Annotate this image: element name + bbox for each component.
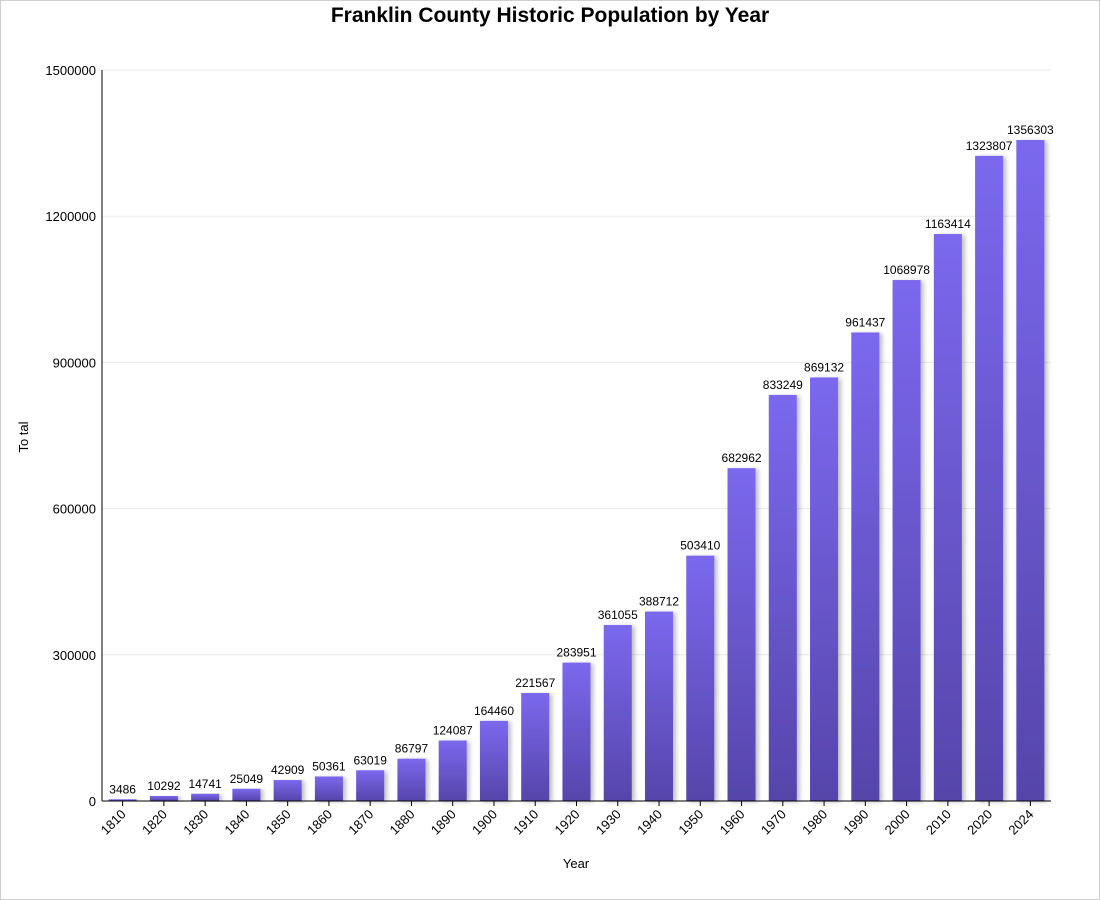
data-label: 14741	[188, 777, 222, 791]
data-label: 124087	[433, 724, 473, 738]
bar-1870	[356, 770, 385, 801]
x-tick-label: 1920	[552, 807, 583, 838]
x-tick-label: 1970	[758, 807, 789, 838]
x-tick-label: 2020	[964, 807, 995, 838]
x-tick-label: 1980	[799, 807, 830, 838]
data-label: 164460	[474, 704, 514, 718]
x-tick-label: 2024	[1005, 807, 1036, 838]
x-tick-label: 1960	[717, 807, 748, 838]
x-tick-label: 1860	[304, 807, 335, 838]
data-label: 833249	[763, 378, 803, 392]
x-tick-label: 1890	[428, 807, 459, 838]
bar-1840	[232, 788, 261, 801]
bars	[108, 140, 1045, 802]
x-tick-label: 1820	[139, 807, 170, 838]
data-label: 63019	[354, 753, 388, 767]
bar-1890	[438, 740, 467, 801]
data-label: 50361	[312, 759, 346, 773]
x-tick-label: 1880	[387, 807, 418, 838]
data-label: 1163414	[925, 217, 971, 231]
data-label: 1068978	[883, 263, 930, 277]
bar-1960	[727, 468, 756, 801]
data-labels: 3486 10292 14741 25049 42909 50361 63019 86797 1…	[109, 123, 1054, 796]
bar-1940	[644, 611, 674, 801]
data-label: 3486	[109, 782, 136, 796]
x-axis-title: Year	[563, 856, 590, 871]
x-tick-label: 1940	[634, 807, 665, 838]
x-tick-label: 2000	[882, 807, 913, 838]
data-label: 42909	[271, 763, 305, 777]
data-label: 682962	[722, 451, 762, 465]
x-tick-label: 1900	[469, 807, 500, 838]
bar-1970	[768, 394, 797, 801]
bar-1880	[397, 758, 426, 801]
bar-1830	[191, 793, 220, 801]
x-tick-label: 1990	[840, 807, 871, 838]
bar-1900	[479, 720, 509, 801]
bar-1980	[810, 377, 839, 801]
x-tick-label: 1810	[98, 807, 129, 838]
x-tick-label: 1840	[221, 807, 252, 838]
data-label: 10292	[147, 779, 181, 793]
y-tick-label: 900000	[53, 355, 96, 370]
x-tick-label: 1910	[510, 807, 541, 838]
x-tick-label: 1830	[180, 807, 211, 838]
bar-2024	[1016, 140, 1045, 802]
bar-1990	[851, 332, 880, 801]
data-label: 221567	[515, 676, 555, 690]
data-label: 503410	[680, 539, 720, 553]
y-tick-label: 600000	[53, 502, 96, 517]
bar-1860	[314, 776, 343, 801]
x-tick-label: 1950	[675, 807, 706, 838]
bar-2000	[892, 280, 921, 801]
data-label: 283951	[556, 646, 596, 660]
x-tick-label: 1870	[345, 807, 376, 838]
y-tick-label: 300000	[53, 648, 96, 663]
bar-1950	[686, 555, 715, 801]
data-label: 25049	[230, 772, 264, 786]
bar-2020	[975, 155, 1004, 801]
data-label: 388712	[639, 595, 679, 609]
data-label: 86797	[395, 742, 429, 756]
data-label: 961437	[845, 315, 885, 329]
data-label: 869132	[804, 360, 844, 374]
data-label: 1323807	[966, 139, 1013, 153]
bar-1810	[108, 799, 137, 801]
x-tick-label: 2010	[923, 807, 954, 838]
chart-title: Franklin County Historic Population by Y…	[330, 4, 770, 27]
bar-1910	[521, 693, 550, 801]
x-tick-label: 1850	[263, 807, 294, 838]
x-tick-label: 1930	[593, 807, 624, 838]
bar-1930	[603, 625, 632, 801]
bar-1850	[273, 780, 302, 801]
y-tick-label: 1500000	[45, 63, 96, 78]
data-label: 1356303	[1007, 123, 1054, 137]
bar-2010	[933, 234, 962, 802]
data-label: 361055	[598, 608, 638, 622]
bar-1820	[149, 795, 178, 801]
bar-1920	[562, 662, 591, 801]
y-tick-label: 0	[89, 794, 96, 809]
y-axis-title: To tal	[16, 421, 31, 452]
y-tick-label: 1200000	[45, 209, 96, 224]
